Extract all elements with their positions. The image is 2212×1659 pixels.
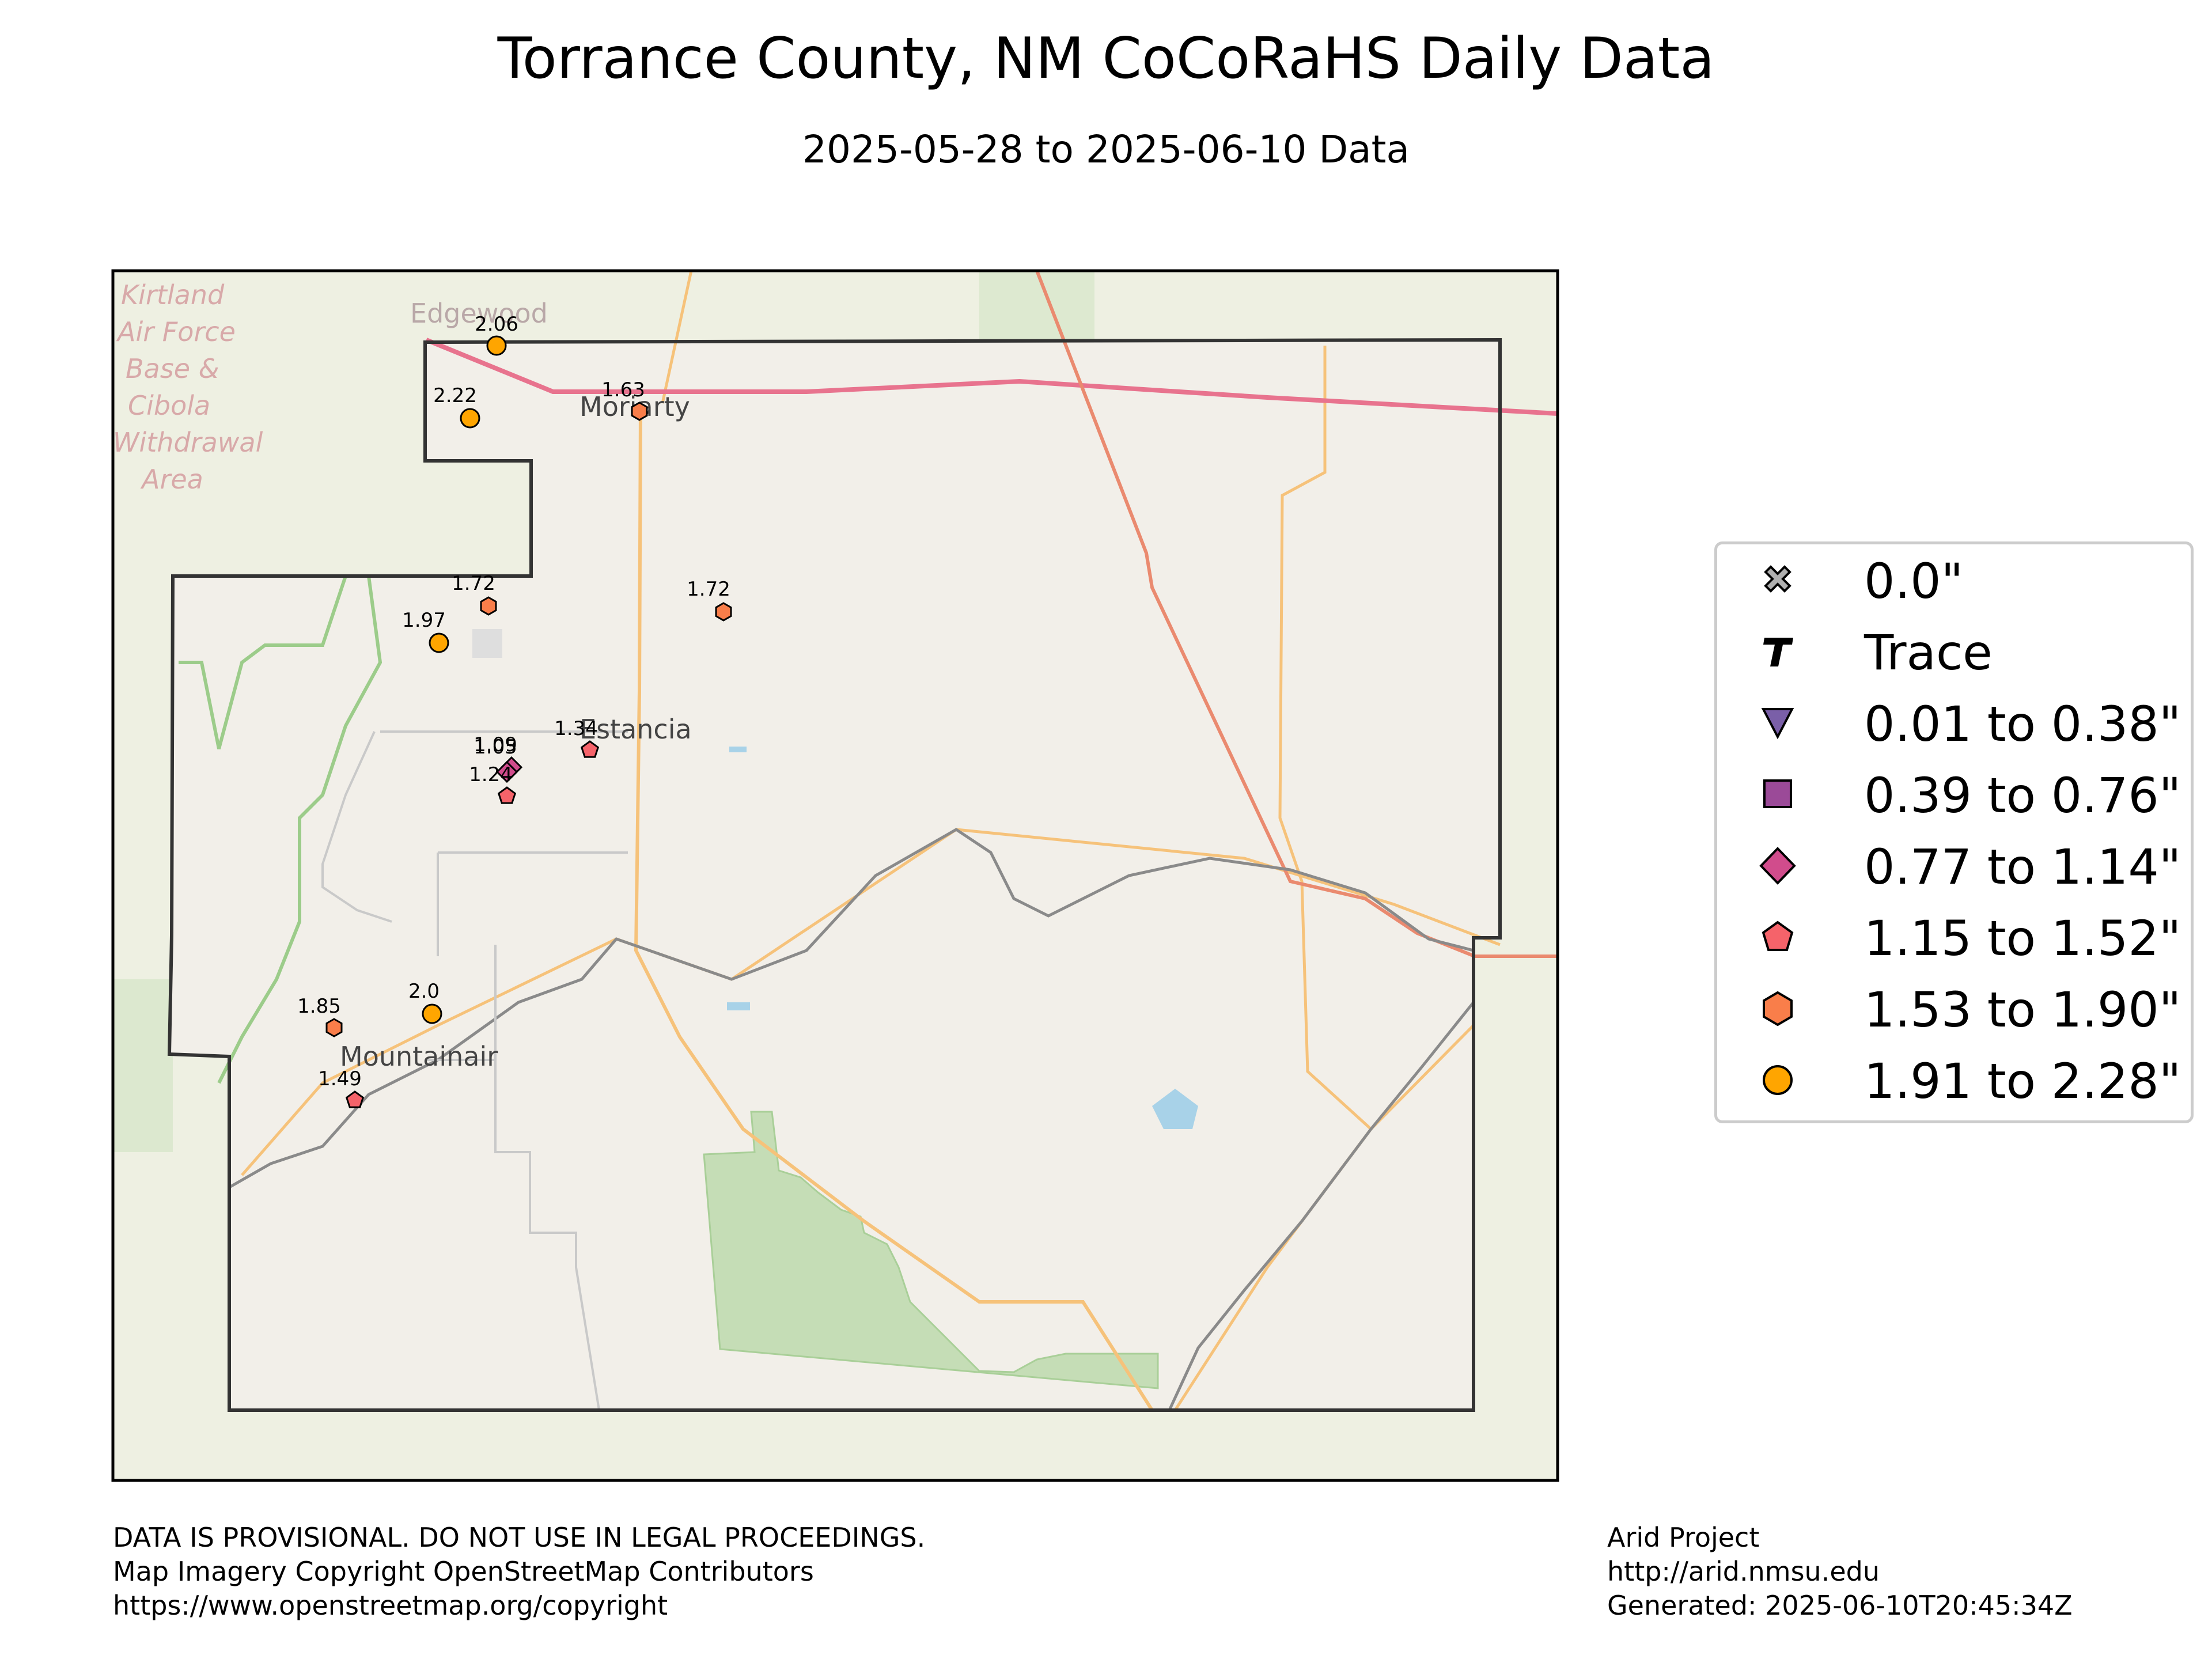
legend-label: 0.0" [1864,553,1964,609]
station-value-label: 2.22 [433,384,477,407]
station-value-label: 1.85 [297,995,341,1018]
pentagon-icon [1762,921,1794,951]
station-value-label: 1.49 [318,1067,362,1090]
legend-label: 0.39 to 0.76" [1864,767,2181,824]
county-fill [169,340,1500,1410]
credits-footer: Arid Project http://arid.nmsu.edu Genera… [1607,1521,2073,1623]
x-marker-icon [1764,565,1791,593]
legend-label: Trace [1864,624,1993,681]
legend-entry: 0.01 to 0.38" [1717,687,2190,759]
legend-entry: 0.77 to 1.14" [1717,830,2190,902]
lake-1 [1152,1089,1198,1129]
project-link[interactable]: http://arid.nmsu.edu [1607,1556,1880,1587]
imagery-copyright: Map Imagery Copyright OpenStreetMap Cont… [113,1556,814,1587]
legend-label: 1.15 to 1.52" [1864,910,2181,967]
legend-entry: 1.15 to 1.52" [1717,902,2190,973]
forest-area-west [113,979,173,1152]
station-marker[interactable] [580,740,600,758]
road-east [1278,346,1475,1131]
station-value-label: 1.24 [469,763,513,786]
basemap-label-kirtland-3: Base & [126,353,219,384]
map-frame [111,269,1559,1482]
stations-layer: 2.06 2.22 1.63 1.72 1.72 1.97 1.09 1.05 … [297,313,732,1108]
square-icon [1763,779,1792,808]
basemap-label-mountainair: Mountainair [340,1041,498,1072]
lake-2 [727,1002,750,1010]
station-value-label: 1.63 [601,378,645,402]
diamond-icon [1759,847,1796,885]
station-value-label: 1.05 [474,736,517,759]
basemap-label-estancia: Estancia [579,714,692,745]
local-roads [321,730,628,1411]
station-value-label: 1.97 [402,609,446,632]
circle-icon [1763,1065,1793,1095]
station-marker[interactable] [325,1018,343,1037]
legend: 0.0" Trace 0.01 to 0.38" 0.39 to 0.76" 0… [1714,541,2194,1123]
legend-label: 1.91 to 2.28" [1864,1053,2181,1109]
triangle-down-icon [1761,708,1794,740]
railroad-south [1168,1001,1475,1411]
basemap-label-kirtland-5: Withdrawal [113,427,263,458]
station-marker[interactable] [631,402,648,421]
railroad [229,828,1474,1188]
us-highway-285 [1035,270,1558,958]
basemap-label-kirtland-4: Cibola [128,390,210,421]
legend-label: 0.77 to 1.14" [1864,839,2181,895]
station-marker[interactable] [429,632,449,653]
station-value-label: 2.0 [408,980,440,1003]
legend-label: 0.01 to 0.38" [1864,696,2181,752]
hexagon-icon [1763,991,1793,1027]
station-value-label: 2.06 [475,313,518,336]
gray-block [472,629,502,658]
map-title: Torrance County, NM CoCoRaHS Daily Data [497,26,1715,92]
map-subtitle: 2025-05-28 to 2025-06-10 Data [802,127,1410,172]
station-marker[interactable] [345,1090,365,1108]
legend-entry: 1.91 to 2.28" [1717,1044,2190,1116]
disclaimer-text: DATA IS PROVISIONAL. DO NOT USE IN LEGAL… [113,1522,926,1553]
basemap-label-kirtland-6: Area [140,464,203,495]
road-north [661,270,693,404]
station-marker[interactable] [497,786,517,804]
station-marker[interactable] [480,596,497,616]
legend-entry: 0.39 to 0.76" [1717,759,2190,830]
station-value-label: 1.72 [452,572,495,595]
station-marker[interactable] [495,760,518,783]
station-value-label: 1.09 [474,733,517,756]
generated-timestamp: Generated: 2025-06-10T20:45:34Z [1607,1590,2073,1621]
interstate-40 [425,338,1558,416]
disclaimer-footer: DATA IS PROVISIONAL. DO NOT USE IN LEGAL… [113,1521,925,1623]
basemap-label-edgewood: Edgewood [410,298,548,329]
station-value-label: 1.72 [687,578,730,601]
copyright-link[interactable]: https://www.openstreetmap.org/copyright [113,1590,668,1621]
county-boundary [167,338,1502,1412]
station-value-label: 1.34 [554,717,598,740]
national-forest [703,1111,1159,1389]
lake-3 [729,747,747,752]
wilderness-boundary [179,574,382,1084]
station-marker[interactable] [486,335,507,356]
basemap-label-kirtland-1: Kirtland [121,279,225,310]
trace-t-icon [1763,638,1793,666]
legend-entry: Trace [1717,616,2190,687]
legend-entry: 0.0" [1717,544,2190,616]
legend-label: 1.53 to 1.90" [1864,982,2181,1038]
station-marker[interactable] [460,408,480,429]
station-marker[interactable] [422,1003,442,1024]
basemap-label-kirtland-2: Air Force [116,316,236,347]
legend-entry: 1.53 to 1.90" [1717,973,2190,1044]
station-marker[interactable] [715,602,732,622]
road-nm41 [634,408,1154,1411]
project-name: Arid Project [1607,1522,1760,1553]
